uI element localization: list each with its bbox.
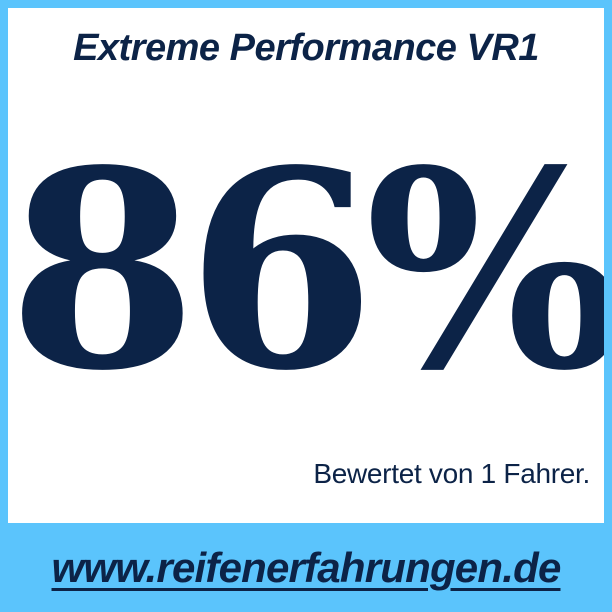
rating-caption: Bewertet von 1 Fahrer.	[313, 458, 590, 489]
site-url-link[interactable]: www.reifenerfahrungen.de	[51, 543, 562, 591]
rating-percent: 86%	[8, 112, 612, 431]
footer-bar: www.reifenerfahrungen.de	[8, 523, 604, 612]
page-title: Extreme Performance VR1	[73, 27, 539, 69]
